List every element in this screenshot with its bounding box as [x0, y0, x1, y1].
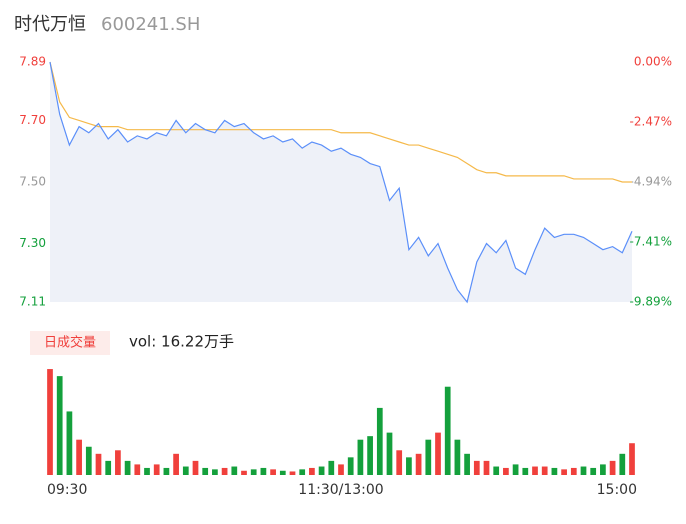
volume-bar [357, 439, 364, 475]
volume-bar [444, 386, 451, 475]
volume-bar [173, 453, 179, 475]
volume-bar [124, 460, 131, 475]
volume-bar [435, 432, 441, 475]
y2-tick-label: -7.41% [630, 234, 672, 248]
volume-bar [551, 467, 558, 475]
volume-bar [85, 446, 92, 475]
volume-bar [144, 467, 150, 475]
volume-bar [600, 464, 606, 475]
volume-bar [289, 471, 296, 475]
volume-bar [483, 460, 490, 475]
price-area [50, 62, 632, 302]
volume-bar [609, 460, 616, 475]
volume-bar [561, 469, 567, 475]
volume-bar [241, 470, 247, 475]
stock-code: 600241.SH [101, 14, 200, 35]
volume-bar [221, 467, 228, 475]
volume-bar [192, 460, 199, 475]
volume-bar [163, 467, 170, 475]
volume-bar [532, 466, 538, 475]
volume-bar [212, 469, 218, 475]
volume-bar [522, 467, 529, 475]
average-line [49, 61, 632, 183]
volume-bar [376, 407, 383, 475]
volume-bar [512, 464, 519, 475]
volume-bar [570, 467, 577, 475]
volume-bar [629, 443, 635, 475]
volume-bar [231, 466, 238, 475]
volume-bar [309, 467, 315, 475]
volume-bar [47, 369, 53, 475]
volume-bar [619, 453, 626, 475]
volume-badge [30, 331, 110, 355]
volume-bar [503, 467, 509, 475]
y2-tick-label: -4.94% [630, 174, 672, 188]
volume-bar [105, 460, 112, 475]
volume-bar [338, 464, 344, 475]
volume-bar [76, 439, 82, 475]
volume-bar [415, 453, 422, 475]
y-tick-label: 7.70 [19, 113, 46, 127]
volume-bar [580, 466, 587, 475]
volume-bar [425, 439, 432, 475]
y-tick-label: 7.50 [19, 175, 46, 189]
volume-bar [464, 453, 470, 475]
volume-bar [182, 466, 189, 475]
stock-name: 时代万恒 [14, 14, 86, 35]
y2-tick-label: -9.89% [630, 295, 672, 309]
volume-bar [66, 411, 73, 475]
volume-bar [95, 453, 102, 475]
volume-bar [153, 464, 160, 475]
volume-bar [396, 450, 403, 475]
volume-bar [367, 436, 373, 475]
y-tick-label: 7.11 [19, 295, 46, 309]
volume-bar [299, 469, 306, 475]
volume-bar [279, 470, 286, 475]
volume-bar [56, 376, 63, 475]
x-tick-label: 09:30 [47, 482, 87, 498]
volume-bar [406, 457, 412, 475]
volume-bar [318, 466, 325, 475]
y-tick-label: 7.89 [19, 55, 46, 69]
volume-bar [202, 467, 209, 475]
volume-bar [328, 460, 335, 475]
volume-bar [454, 439, 461, 475]
volume-label: 日成交量 [44, 335, 96, 351]
y-tick-label: 7.30 [19, 236, 46, 250]
volume-bar [541, 466, 548, 475]
x-tick-label: 11:30/13:00 [298, 482, 383, 498]
volume-bar [270, 469, 276, 475]
y2-tick-label: 0.00% [634, 55, 672, 69]
volume-summary: vol: 16.22万手 [129, 333, 234, 351]
price-line [49, 61, 633, 304]
volume-bar [115, 450, 121, 475]
volume-bar [493, 466, 500, 475]
volume-bar [250, 469, 257, 475]
volume-bar [134, 464, 141, 475]
volume-bar [347, 457, 354, 475]
y2-tick-label: -2.47% [630, 114, 672, 128]
x-tick-label: 15:00 [597, 482, 637, 498]
volume-bar [473, 460, 480, 475]
volume-bar [590, 467, 597, 475]
volume-bar [260, 467, 267, 475]
volume-bar [386, 432, 393, 475]
